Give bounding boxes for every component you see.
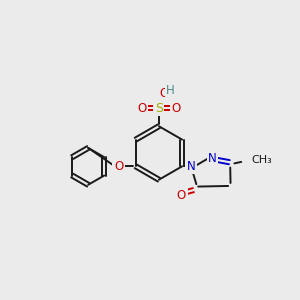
Text: O: O [177, 189, 186, 202]
Text: N: N [187, 160, 195, 173]
Text: H: H [166, 84, 175, 97]
Text: O: O [137, 102, 146, 115]
Text: O: O [160, 87, 169, 100]
Text: O: O [172, 102, 181, 115]
Text: N: N [208, 152, 217, 164]
Text: O: O [114, 160, 123, 173]
Text: S: S [155, 102, 163, 115]
Text: CH₃: CH₃ [251, 155, 272, 165]
